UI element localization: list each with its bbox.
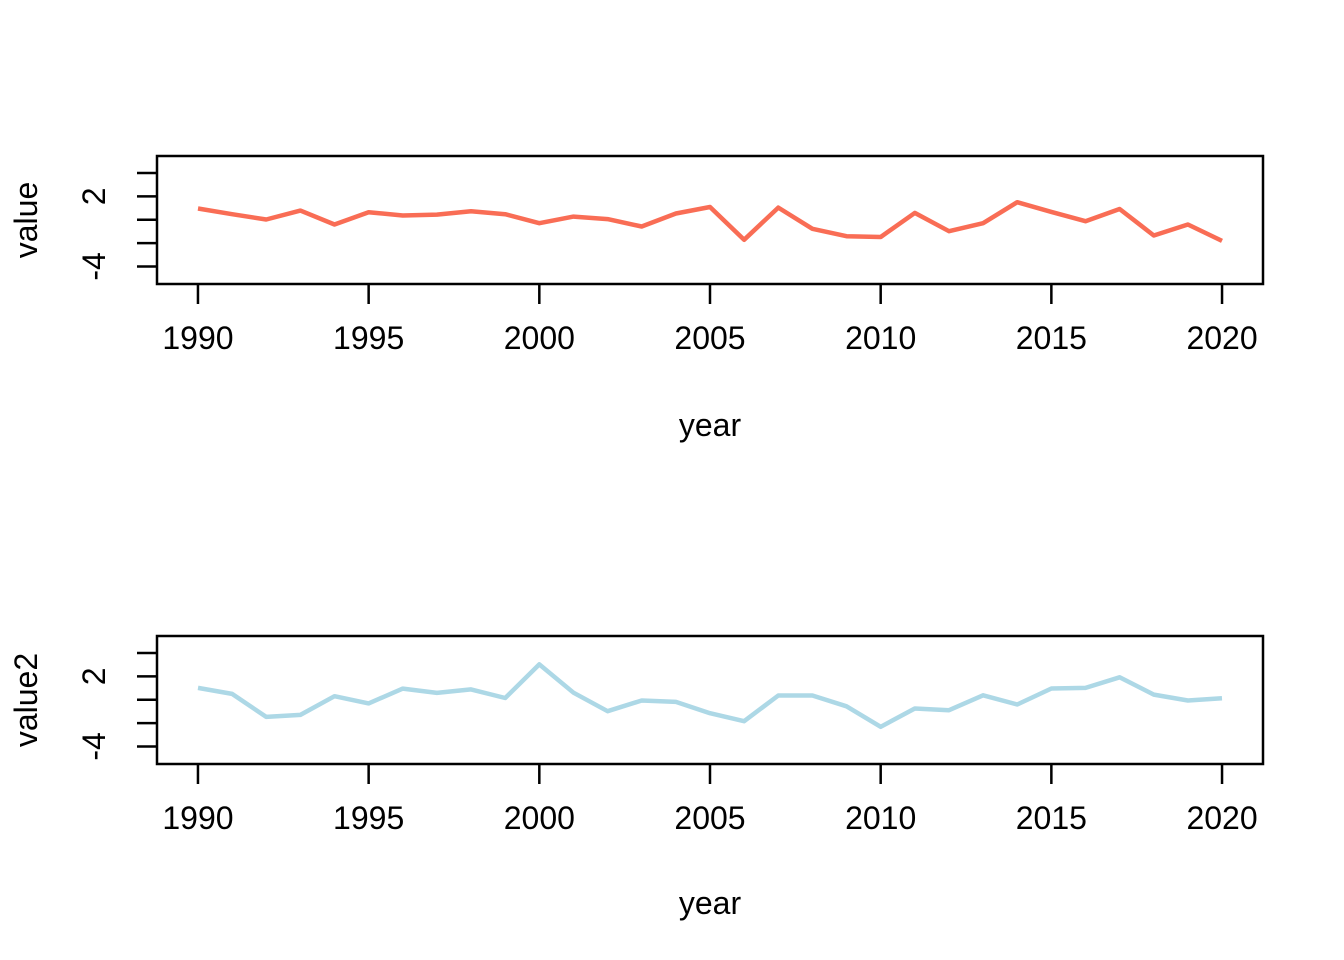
x-tick-label: 1995 [333,320,404,356]
y-tick-label: 2 [76,667,112,685]
x-tick-label: 2000 [504,800,575,836]
x-axis-title: year [679,885,742,921]
x-tick-label: 2020 [1186,800,1257,836]
x-tick-label: 2000 [504,320,575,356]
x-tick-label: 2015 [1016,800,1087,836]
y-tick-label: 2 [76,187,112,205]
y-tick-label: -4 [76,252,112,280]
x-tick-label: 2005 [674,800,745,836]
series-line-value2 [197,662,1223,730]
y-axis-title: value2 [8,653,44,747]
x-tick-label: 2005 [674,320,745,356]
x-tick-label: 1990 [162,800,233,836]
x-tick-label: 2020 [1186,320,1257,356]
y-tick-label: -4 [76,732,112,760]
x-tick-label: 1990 [162,320,233,356]
chart-value-axes: 1990 1995 2000 2005 2010 2015 2020 2 -4 [76,154,1265,356]
chart-value2: 1990 1995 2000 2005 2010 2015 2020 2 -4 year val… [8,634,1265,921]
x-axis-title: year [679,407,742,443]
x-tick-label: 2015 [1016,320,1087,356]
x-tick-label: 1995 [333,800,404,836]
chart-value: 1990 1995 2000 2005 2010 2015 2020 2 -4 year val… [8,154,1265,443]
series-line-value [197,199,1223,243]
y-axis-title: value [8,182,44,259]
x-tick-label: 2010 [845,320,916,356]
chart-value2-axes: 1990 1995 2000 2005 2010 2015 2020 2 -4 [76,634,1265,836]
x-tick-label: 2010 [845,800,916,836]
